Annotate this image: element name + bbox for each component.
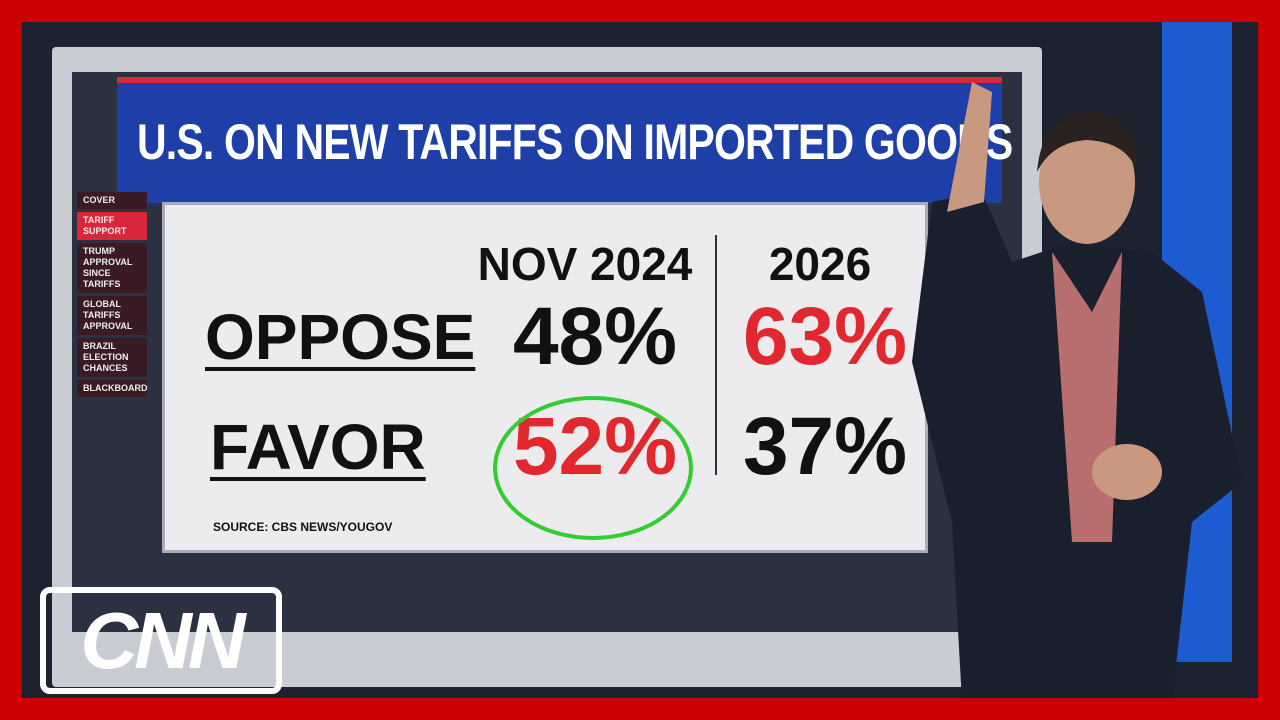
row-label: OPPOSE <box>205 301 476 373</box>
column-header: NOV 2024 <box>477 238 693 290</box>
nav-menu: COVER TARIFF SUPPORT TRUMP APPROVAL SINC… <box>77 192 148 400</box>
source: SOURCE: CBS NEWS/YOUGOV <box>213 520 393 534</box>
value: 48% <box>512 291 678 382</box>
nav-item[interactable]: TARIFF SUPPORT <box>77 212 147 240</box>
presenter <box>912 82 1242 698</box>
row-label: FAVOR <box>210 411 426 483</box>
results-panel: NOV 2024 2026 OPPOSE 48% 63% FAVOR 52% 3… <box>162 202 928 553</box>
value: 52% <box>512 401 678 492</box>
value: 63% <box>742 291 908 382</box>
nav-item[interactable]: BLACKBOARD <box>77 380 148 397</box>
nav-item[interactable]: GLOBAL TARIFFS APPROVAL <box>77 296 147 335</box>
nav-item[interactable]: BRAZIL ELECTION CHANCES <box>77 338 147 377</box>
title: U.S. ON NEW TARIFFS ON IMPORTED GOODS <box>137 114 1013 170</box>
divider <box>715 235 717 475</box>
highlight-circle <box>493 396 693 540</box>
value: 37% <box>742 401 908 492</box>
logo: CNN <box>40 587 282 694</box>
nav-item[interactable]: TRUMP APPROVAL SINCE TARIFFS <box>77 243 147 293</box>
broadcast-frame: U.S. ON NEW TARIFFS ON IMPORTED GOODS CO… <box>22 22 1258 698</box>
nav-item[interactable]: COVER <box>77 192 147 209</box>
column-header: 2026 <box>768 238 872 290</box>
title-banner: U.S. ON NEW TARIFFS ON IMPORTED GOODS <box>117 77 1013 203</box>
